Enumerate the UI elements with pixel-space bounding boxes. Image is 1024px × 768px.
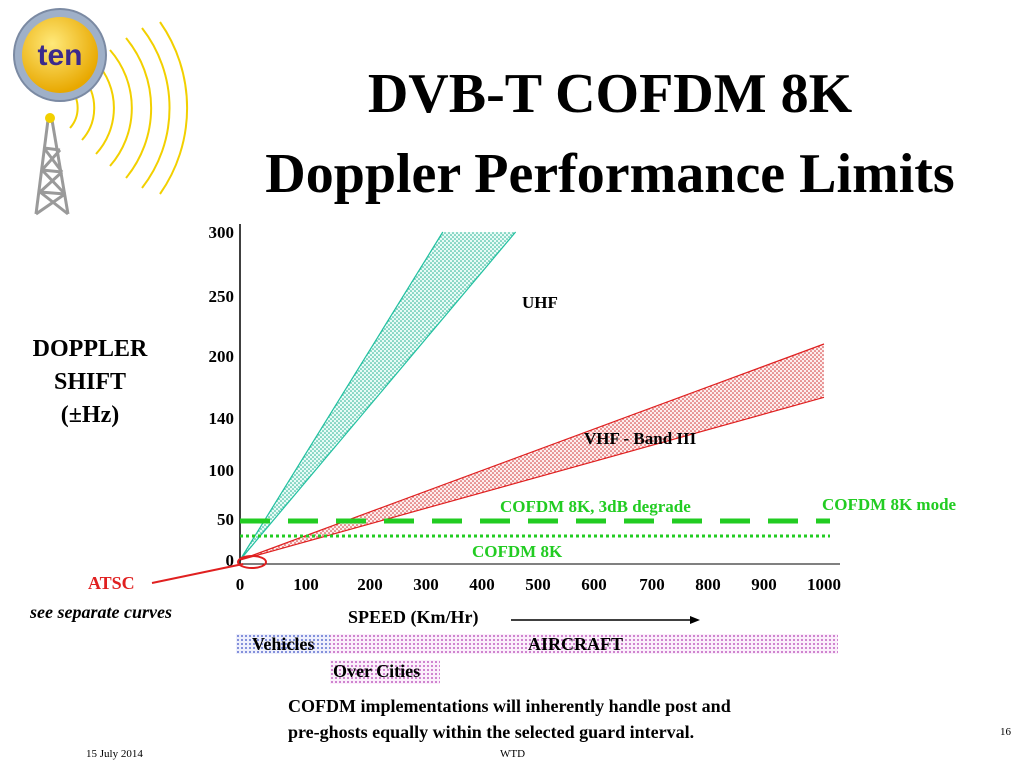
x-tick-label: 900 xyxy=(751,575,777,594)
note-line1: COFDM implementations will inherently ha… xyxy=(288,696,731,716)
y-axis-label-line2: SHIFT xyxy=(53,369,127,395)
vehicles-band xyxy=(236,634,330,654)
y-tick-label: 0 xyxy=(226,551,235,570)
x-tick-label: 1000 xyxy=(807,575,841,594)
aircraft-band xyxy=(236,634,838,654)
footer-center: WTD xyxy=(500,748,526,760)
y-tick-label: 250 xyxy=(209,287,235,306)
note-line2: pre-ghosts equally within the selected g… xyxy=(288,722,695,742)
x-tick-label: 200 xyxy=(357,575,383,594)
over-cities-label: Over Cities xyxy=(333,661,421,681)
y-axis-label-line3: (±Hz) xyxy=(60,402,120,428)
y-tick-label: 140 xyxy=(209,409,235,428)
x-tick-label: 800 xyxy=(695,575,721,594)
x-tick-label: 100 xyxy=(293,575,319,594)
page-title: DVB-T COFDM 8K xyxy=(367,63,853,125)
series-label-uhf: UHF xyxy=(522,293,558,312)
y-axis-label-line1: DOPPLER xyxy=(32,336,148,362)
series-upper-line-0 xyxy=(239,231,444,561)
transmitter-tower-icon xyxy=(34,119,70,216)
page-number: 16 xyxy=(1000,726,1011,738)
y-tick-label: 100 xyxy=(209,461,235,480)
x-tick-label: 500 xyxy=(525,575,551,594)
atsc-label: ATSC xyxy=(88,573,135,593)
atsc-note: see separate curves xyxy=(30,602,172,622)
threshold-label-8k-mode: COFDM 8K mode xyxy=(822,495,957,514)
footer-date: 15 July 2014 xyxy=(86,748,143,760)
x-tick-label: 700 xyxy=(639,575,665,594)
y-tick-label: 200 xyxy=(209,347,235,366)
series-lower-line-1 xyxy=(239,396,825,561)
atsc-pointer xyxy=(151,555,267,584)
speed-arrow-icon xyxy=(511,616,700,624)
y-tick-label: 300 xyxy=(209,223,235,242)
series-upper-line-1 xyxy=(239,343,825,561)
y-tick-label: 50 xyxy=(217,510,234,529)
over-cities-band xyxy=(330,660,440,684)
x-tick-label: 300 xyxy=(413,575,439,594)
aircraft-label: AIRCRAFT xyxy=(528,634,624,654)
atsc-marker xyxy=(237,555,267,569)
vehicles-label: Vehicles xyxy=(252,634,315,654)
threshold-label-3db: COFDM 8K, 3dB degrade xyxy=(500,497,691,516)
x-axis-label: SPEED (Km/Hr) xyxy=(348,607,479,627)
series-lower-line-0 xyxy=(239,231,517,561)
ten-logo: ten xyxy=(13,8,189,216)
logo-text: ten xyxy=(38,39,83,72)
threshold-label-cofdm-8k: COFDM 8K xyxy=(472,542,563,561)
x-tick-label: 600 xyxy=(581,575,607,594)
series-label-vhf: VHF - Band III xyxy=(584,429,697,448)
x-tick-label: 400 xyxy=(469,575,495,594)
page-subtitle: Doppler Performance Limits xyxy=(265,143,955,205)
x-tick-label: 0 xyxy=(236,575,245,594)
